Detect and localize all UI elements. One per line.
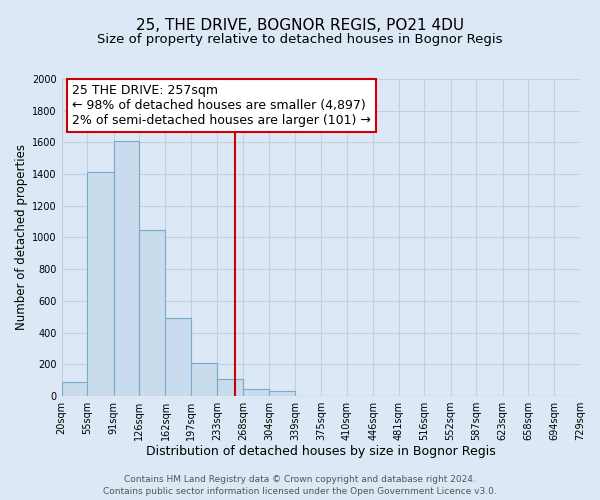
Bar: [217, 378, 243, 396]
Bar: [166, 318, 191, 396]
Text: Contains HM Land Registry data © Crown copyright and database right 2024.
Contai: Contains HM Land Registry data © Crown c…: [103, 474, 497, 496]
Bar: [243, 389, 269, 396]
Bar: [113, 141, 139, 396]
Bar: [191, 364, 217, 396]
Y-axis label: Number of detached properties: Number of detached properties: [15, 144, 28, 330]
Bar: [139, 230, 166, 396]
Text: 25 THE DRIVE: 257sqm
← 98% of detached houses are smaller (4,897)
2% of semi-det: 25 THE DRIVE: 257sqm ← 98% of detached h…: [72, 84, 371, 127]
Text: 25, THE DRIVE, BOGNOR REGIS, PO21 4DU: 25, THE DRIVE, BOGNOR REGIS, PO21 4DU: [136, 18, 464, 32]
Bar: [62, 382, 87, 396]
X-axis label: Distribution of detached houses by size in Bognor Regis: Distribution of detached houses by size …: [146, 444, 496, 458]
Bar: [269, 391, 295, 396]
Text: Size of property relative to detached houses in Bognor Regis: Size of property relative to detached ho…: [97, 32, 503, 46]
Bar: [87, 172, 113, 396]
